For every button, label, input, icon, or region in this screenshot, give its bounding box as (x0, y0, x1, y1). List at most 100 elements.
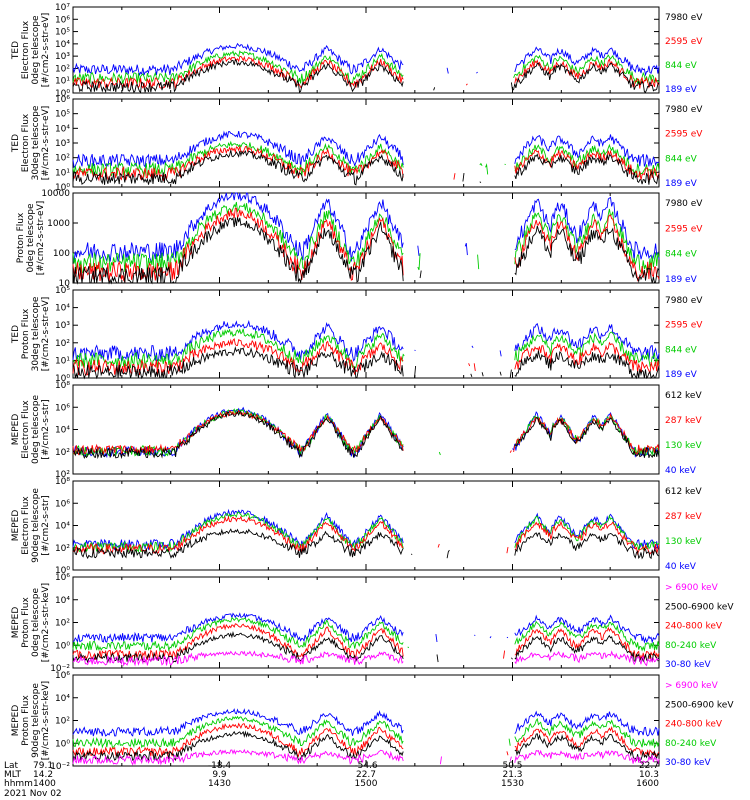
series-line (72, 612, 660, 644)
y-axis-label-line: 30deg telescope (31, 105, 41, 180)
legend-entry: 189 eV (665, 85, 698, 95)
series-line (72, 50, 660, 85)
y-tick-label: 10² (55, 339, 70, 349)
y-tick-label: 10⁴ (55, 596, 70, 606)
legend-entry: 80-240 keV (665, 641, 717, 651)
series-line (72, 319, 660, 362)
y-tick-label: 10⁷ (55, 3, 70, 13)
legend-entry: 844 eV (665, 154, 698, 164)
time-axis-row-label: hhmm (4, 779, 33, 789)
time-axis-value: 1600 (636, 779, 659, 789)
series-line (72, 58, 660, 94)
y-tick-label: 10¹ (55, 356, 70, 366)
y-axis-label-line: Electron Flux (21, 496, 31, 555)
time-axis-value: 50.5 (502, 761, 522, 771)
legend-entry: 240-800 keV (665, 720, 723, 730)
y-tick-label: 10⁴ (55, 426, 70, 436)
y-tick-label: 10⁰ (55, 739, 70, 749)
y-axis-label-line: MEPED (11, 705, 21, 737)
y-tick-label: 100 (53, 249, 70, 259)
y-tick-label: 10⁴ (55, 304, 70, 314)
y-axis-label-line: 90deg telescope (31, 488, 41, 563)
y-axis-label: TED Proton Flux 30deg telescope [#/cm2-s-st… (11, 296, 51, 371)
y-tick-label: 10⁴ (55, 522, 70, 532)
y-axis-label-line: [#/cm2-s-str] (41, 495, 51, 555)
y-tick-label: 10² (55, 64, 70, 74)
y-tick-label: 10⁰ (55, 566, 70, 576)
legend-entry: 2595 eV (665, 321, 703, 331)
legend-entry: 287 keV (665, 416, 702, 426)
legend-entry: 612 keV (665, 391, 702, 401)
y-tick-label: 10⁵ (55, 286, 70, 296)
y-tick-label: 10⁶ (55, 671, 70, 681)
y-tick-label: 10⁰ (55, 89, 70, 99)
time-axis-value: 1530 (501, 779, 524, 789)
time-axis-value: 1500 (355, 779, 378, 789)
legend-entry: 2500-6900 keV (665, 602, 734, 612)
legend-entry: 7980 eV (665, 199, 703, 209)
y-axis-label-line: Electron Flux (21, 113, 31, 172)
y-axis-label-line: 0deg telescope (31, 395, 41, 465)
time-axis-value: -18.4 (208, 761, 232, 771)
y-tick-label: 10⁶ (55, 15, 70, 25)
series-line (72, 130, 660, 169)
y-tick-label: 10³ (55, 139, 70, 149)
series-line (72, 715, 660, 749)
series-line (72, 192, 660, 263)
y-axis-label-line: 0deg telescope (31, 588, 41, 658)
legend-entry: 189 eV (665, 179, 698, 189)
legend-entry: 30-80 keV (665, 758, 711, 768)
legend-entry: 189 eV (665, 370, 698, 380)
y-tick-label: 10⁶ (55, 499, 70, 509)
y-axis-label: TED Electron Flux 0deg telescope [#/cm2-s-s… (11, 13, 51, 88)
y-axis-label-line: 30deg telescope (31, 296, 41, 371)
time-axis-value: 79.1 (33, 761, 53, 771)
y-axis-label-line: 0deg telescope (31, 15, 41, 85)
y-tick-label: 10⁶ (55, 573, 70, 583)
time-axis-value: -54.6 (354, 761, 378, 771)
time-axis-value: 22.7 (356, 770, 376, 780)
y-tick-label: 10⁶ (55, 403, 70, 413)
y-tick-label: 10⁶ (55, 95, 70, 105)
y-axis-label-line: [#/cm2-s-str-keV] (41, 681, 51, 760)
y-axis-label: TED Electron Flux 30deg telescope [#/cm2-s-… (11, 105, 51, 180)
y-tick-label: 10¹ (55, 168, 70, 178)
legend-entry: 612 keV (665, 487, 702, 497)
legend-entry: 240-800 keV (665, 622, 723, 632)
y-axis-label: MEPED Electron Flux 0deg telescope [#/cm2-s… (11, 395, 51, 465)
series-line (72, 528, 660, 560)
legend-entry: 2595 eV (665, 130, 703, 140)
time-axis-value: 22.7 (639, 761, 659, 771)
series-line (72, 650, 660, 667)
y-axis-label-line: [#/cm2-s-str-eV] (36, 201, 46, 276)
series-line (72, 708, 660, 737)
legend-entry: 7980 eV (665, 105, 703, 115)
y-axis-label-line: MEPED (11, 510, 21, 542)
y-axis-label-line: [#/cm2-s-str] (41, 399, 51, 459)
time-axis-value: 9.9 (212, 770, 227, 780)
legend-entry: 130 keV (665, 537, 702, 547)
legend-entry: 2595 eV (665, 224, 703, 234)
series-line (72, 201, 660, 274)
time-axis-value: 14.2 (33, 770, 53, 780)
y-tick-label: 10³ (55, 52, 70, 62)
y-axis-label: MEPED Electron Flux 90deg telescope [#/cm2-… (11, 488, 51, 563)
legend-entry: 7980 eV (665, 13, 703, 23)
series-line (72, 216, 660, 285)
y-tick-label: 1000 (47, 219, 70, 229)
series-line (72, 150, 660, 186)
y-axis-label-line: [#/cm2-s-str-eV] (41, 297, 51, 372)
y-tick-label: 10⁴ (55, 124, 70, 134)
time-axis-value: 10.3 (639, 770, 659, 780)
legend-entry: 40 keV (665, 466, 697, 476)
y-tick-label: 10² (55, 544, 70, 554)
y-axis-label-line: MEPED (11, 414, 21, 446)
y-axis-label-line: TED (11, 134, 21, 153)
y-axis-label-line: TED (11, 325, 21, 344)
series-line (72, 42, 660, 77)
y-tick-label: 10² (55, 448, 70, 458)
legend-entry: 130 keV (665, 441, 702, 451)
legend-entry: 287 keV (665, 512, 702, 522)
y-axis-label-line: Proton Flux (21, 597, 31, 648)
